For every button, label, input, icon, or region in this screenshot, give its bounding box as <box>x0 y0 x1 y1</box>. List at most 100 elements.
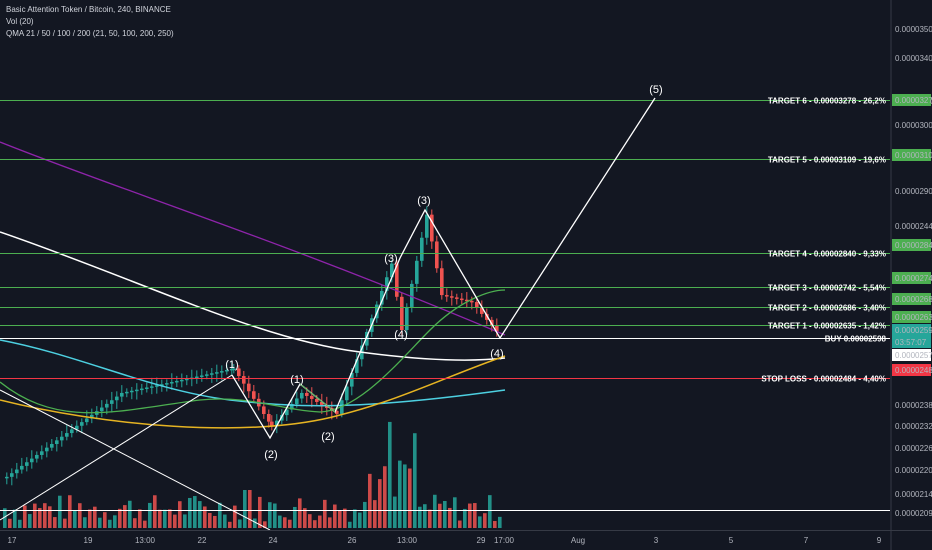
candle-body <box>170 382 174 384</box>
volume-bar <box>423 504 427 528</box>
volume-bar <box>293 506 297 528</box>
volume-bar <box>123 505 127 528</box>
volume-bar <box>248 490 252 528</box>
volume-bar <box>463 508 467 528</box>
wave-label: (3) <box>417 195 430 207</box>
volume-bar <box>133 518 137 528</box>
candle-body <box>150 386 154 388</box>
volume-bar <box>428 509 432 528</box>
price-label-tag <box>892 364 931 376</box>
candle-body <box>215 372 219 374</box>
price-label-text: 0.00002635 <box>895 313 932 322</box>
volume-bar <box>208 512 212 528</box>
candle-body <box>435 241 439 269</box>
volume-bar <box>448 507 452 528</box>
price-label-tag <box>892 324 931 336</box>
candle-body <box>75 425 79 430</box>
price-label-text: 0.00003278 <box>895 96 932 105</box>
candle-body <box>320 401 324 405</box>
candle-body <box>495 325 499 332</box>
volume-bar <box>418 506 422 528</box>
qma-indicator-label: QMA 21 / 50 / 100 / 200 (21, 50, 100, 20… <box>6 29 174 38</box>
volume-bar <box>233 505 237 528</box>
volume-bar <box>353 509 357 528</box>
volume-bar <box>73 510 77 528</box>
candle-body <box>60 436 64 441</box>
time-tick-label: 26 <box>348 536 357 545</box>
candle-body <box>355 359 359 373</box>
target-level-label: TARGET 6 - 0.00003278 - 26,2% <box>768 97 886 106</box>
wave-label: (1) <box>225 359 238 371</box>
time-tick-label: 24 <box>269 536 278 545</box>
price-label-text: 0.00002595 <box>895 326 932 335</box>
candle-body <box>247 383 251 392</box>
time-tick-label: 22 <box>198 536 207 545</box>
candle-body <box>425 214 429 238</box>
candle-body <box>25 462 29 466</box>
volume-bar <box>148 502 152 528</box>
wave-labels: (1) (2) (1) (2) (3) (4) (3) (4) (5) <box>225 84 662 461</box>
target-level-label: TARGET 3 - 0.00002742 - 5,54% <box>768 284 886 293</box>
candle-body <box>45 447 49 452</box>
candle-body <box>242 376 246 384</box>
volume-bar <box>383 466 387 528</box>
volume-bar <box>333 504 337 528</box>
trendline-down <box>0 389 271 531</box>
volume-bar <box>143 520 147 528</box>
price-label-tag <box>892 293 931 305</box>
volume-bar <box>88 509 92 528</box>
candle-body <box>415 260 419 284</box>
candle-body <box>350 372 354 387</box>
volume-bar <box>98 517 102 528</box>
trendline-up <box>0 374 233 521</box>
price-label-tag <box>892 94 931 106</box>
volume-bar <box>308 514 312 528</box>
volume-bar <box>408 468 412 528</box>
price-label-tag <box>892 272 931 284</box>
volume-bar <box>388 421 392 528</box>
time-tick-label: 17 <box>8 536 17 545</box>
candle-body <box>155 385 159 387</box>
volume-bar <box>118 508 122 528</box>
volume-bar <box>128 500 132 528</box>
volume-bar <box>163 509 167 528</box>
price-label-text: 0.00002742 <box>895 274 932 283</box>
candle-body <box>450 296 454 298</box>
volume-bar <box>213 515 217 528</box>
volume-bar <box>298 498 302 528</box>
candle-body <box>65 433 69 437</box>
price-label-tag <box>892 349 931 361</box>
candle-body <box>410 283 414 307</box>
volume-bar <box>368 473 372 528</box>
candle-body <box>145 387 149 389</box>
candle-body <box>80 422 84 426</box>
volume-bar <box>403 464 407 528</box>
candle-body <box>10 473 14 477</box>
volume-bar <box>443 500 447 528</box>
target-level-label: TARGET 2 - 0.00002686 - 3,40% <box>768 304 886 313</box>
time-tick-label: 7 <box>804 536 809 545</box>
candle-body <box>252 391 256 399</box>
volume-indicator-label: Vol (20) <box>6 17 34 26</box>
candle-body <box>165 383 169 385</box>
volume-bar <box>3 508 7 528</box>
candle-body <box>120 392 124 397</box>
volume-bar <box>358 512 362 528</box>
volume-bar <box>488 495 492 528</box>
time-tick-label: 19 <box>84 536 93 545</box>
volume-bar <box>313 520 317 528</box>
candle-body <box>480 307 484 314</box>
candle-body <box>180 379 184 382</box>
price-tick-label: 0.00002091 <box>895 509 932 518</box>
candle-body <box>30 458 34 463</box>
candle-body <box>100 407 104 412</box>
candle-body <box>237 368 241 377</box>
volume-bar <box>188 497 192 528</box>
